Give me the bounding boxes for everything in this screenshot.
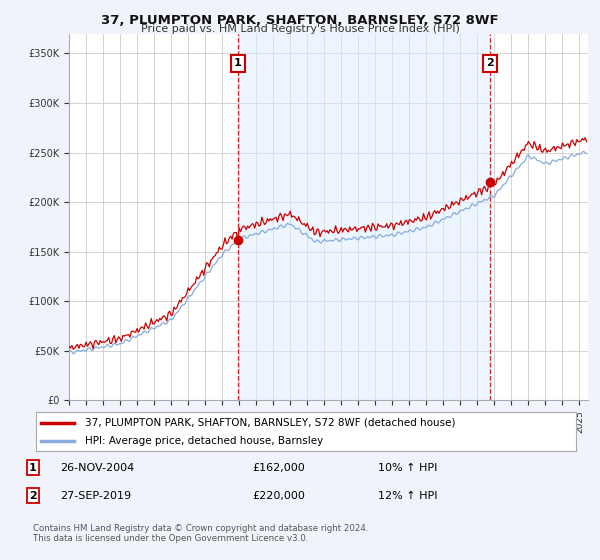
Text: 2: 2 bbox=[486, 58, 494, 68]
Text: 26-NOV-2004: 26-NOV-2004 bbox=[60, 463, 134, 473]
Text: £220,000: £220,000 bbox=[252, 491, 305, 501]
Text: 1: 1 bbox=[29, 463, 37, 473]
Text: 12% ↑ HPI: 12% ↑ HPI bbox=[378, 491, 437, 501]
Text: HPI: Average price, detached house, Barnsley: HPI: Average price, detached house, Barn… bbox=[85, 436, 323, 446]
Text: 37, PLUMPTON PARK, SHAFTON, BARNSLEY, S72 8WF: 37, PLUMPTON PARK, SHAFTON, BARNSLEY, S7… bbox=[101, 14, 499, 27]
Text: Price paid vs. HM Land Registry's House Price Index (HPI): Price paid vs. HM Land Registry's House … bbox=[140, 24, 460, 34]
Text: 10% ↑ HPI: 10% ↑ HPI bbox=[378, 463, 437, 473]
Text: £162,000: £162,000 bbox=[252, 463, 305, 473]
Text: 1: 1 bbox=[234, 58, 242, 68]
Text: 27-SEP-2019: 27-SEP-2019 bbox=[60, 491, 131, 501]
Text: 37, PLUMPTON PARK, SHAFTON, BARNSLEY, S72 8WF (detached house): 37, PLUMPTON PARK, SHAFTON, BARNSLEY, S7… bbox=[85, 418, 455, 428]
Bar bbox=[238, 34, 490, 400]
Text: Contains HM Land Registry data © Crown copyright and database right 2024.
This d: Contains HM Land Registry data © Crown c… bbox=[33, 524, 368, 543]
Text: 2: 2 bbox=[29, 491, 37, 501]
